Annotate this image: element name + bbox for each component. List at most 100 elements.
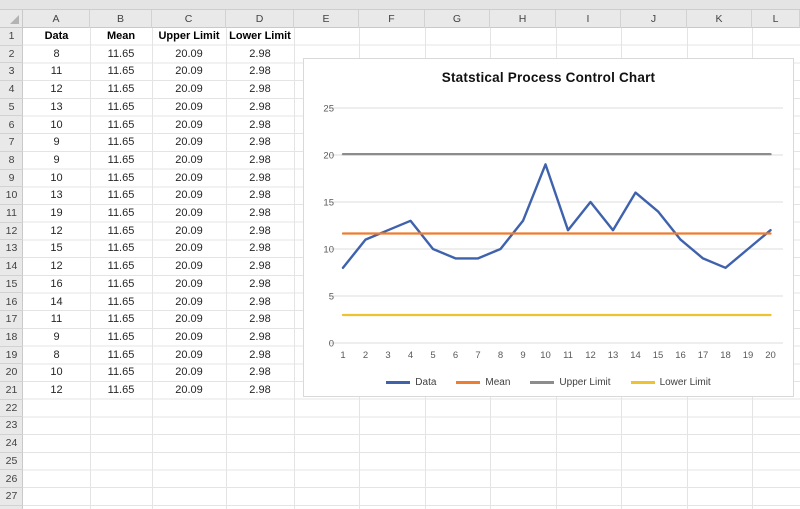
table-cell[interactable]: 20.09 [175,171,203,184]
table-cell[interactable]: 20.09 [175,384,203,396]
row-header-25[interactable]: 25 [0,453,23,471]
column-header-G[interactable]: G [425,10,490,28]
table-cell[interactable]: 14 [50,295,63,308]
table-header-cell[interactable]: Lower Limit [229,30,291,42]
row-header-19[interactable]: 19 [0,347,23,365]
row-header-20[interactable]: 20 [0,364,23,382]
table-cell[interactable]: 20.09 [175,366,203,379]
table-cell[interactable]: 12 [50,384,63,396]
table-cell[interactable]: 11.65 [107,313,135,326]
row-header-1[interactable]: 1 [0,28,23,46]
table-cell[interactable]: 2.98 [249,189,271,202]
table-cell[interactable]: 11.65 [107,224,135,237]
table-cell[interactable]: 11.65 [107,207,135,219]
table-cell[interactable]: 20.09 [175,295,203,308]
table-cell[interactable]: 10 [50,171,63,184]
table-cell[interactable]: 2.98 [249,136,271,149]
table-cell[interactable]: 11.65 [107,118,135,131]
table-cell[interactable]: 20.09 [175,118,203,131]
table-cell[interactable]: 2.98 [249,242,271,255]
legend-item-lower-limit[interactable]: Lower Limit [630,377,711,388]
table-cell[interactable]: 20.09 [175,207,203,219]
column-header-D[interactable]: D [226,10,294,28]
row-header-5[interactable]: 5 [0,99,23,117]
table-cell[interactable]: 13 [50,189,63,202]
row-header-12[interactable]: 12 [0,223,23,241]
table-cell[interactable]: 11.65 [107,153,135,166]
table-cell[interactable]: 2.98 [249,313,271,326]
row-header-4[interactable]: 4 [0,81,23,99]
table-cell[interactable]: 8 [53,348,60,361]
row-header-18[interactable]: 18 [0,329,23,347]
row-header-10[interactable]: 10 [0,187,23,205]
table-cell[interactable]: 11.65 [107,330,135,343]
row-header-26[interactable]: 26 [0,471,23,489]
row-header-11[interactable]: 11 [0,205,23,223]
table-cell[interactable]: 2.98 [249,224,271,237]
table-cell[interactable]: 2.98 [249,47,271,60]
table-cell[interactable]: 20.09 [175,100,203,113]
column-header-F[interactable]: F [359,10,425,28]
table-cell[interactable]: 11.65 [107,384,135,396]
table-cell[interactable]: 10 [50,118,63,131]
row-header-24[interactable]: 24 [0,435,23,453]
table-cell[interactable]: 20.09 [175,330,203,343]
table-cell[interactable]: 2.98 [249,330,271,343]
table-cell[interactable]: 11 [50,313,63,326]
table-cell[interactable]: 11 [50,65,63,78]
table-cell[interactable]: 2.98 [249,366,271,379]
column-header-L[interactable]: L [752,10,800,28]
legend-item-upper-limit[interactable]: Upper Limit [530,377,611,388]
row-header-27[interactable]: 27 [0,488,23,506]
table-cell[interactable]: 11.65 [107,277,135,290]
table-cell[interactable]: 20.09 [175,153,203,166]
column-header-H[interactable]: H [490,10,556,28]
table-cell[interactable]: 11.65 [107,100,135,113]
table-cell[interactable]: 2.98 [249,153,271,166]
table-cell[interactable]: 9 [53,330,60,343]
table-cell[interactable]: 20.09 [175,224,203,237]
table-cell[interactable]: 2.98 [249,207,271,219]
row-header-17[interactable]: 17 [0,311,23,329]
table-cell[interactable]: 2.98 [249,118,271,131]
column-header-J[interactable]: J [621,10,687,28]
column-header-E[interactable]: E [294,10,359,28]
table-cell[interactable]: 20.09 [175,313,203,326]
table-cell[interactable]: 12 [50,260,63,273]
table-cell[interactable]: 20.09 [175,65,203,78]
table-cell[interactable]: 2.98 [249,100,271,113]
table-cell[interactable]: 20.09 [175,242,203,255]
column-header-A[interactable]: A [23,10,90,28]
table-cell[interactable]: 2.98 [249,348,271,361]
column-header-C[interactable]: C [152,10,226,28]
row-header-16[interactable]: 16 [0,294,23,312]
row-header-6[interactable]: 6 [0,117,23,135]
table-header-cell[interactable]: Upper Limit [158,30,220,42]
table-cell[interactable]: 20.09 [175,83,203,96]
table-cell[interactable]: 10 [50,366,63,379]
table-cell[interactable]: 9 [53,136,60,149]
row-header-9[interactable]: 9 [0,170,23,188]
row-header-21[interactable]: 21 [0,382,23,400]
table-cell[interactable]: 20.09 [175,136,203,149]
row-header-7[interactable]: 7 [0,134,23,152]
select-all-corner[interactable] [0,10,23,28]
table-cell[interactable]: 2.98 [249,277,271,290]
table-cell[interactable]: 20.09 [175,47,203,60]
column-header-I[interactable]: I [556,10,621,28]
spc-chart[interactable]: Statstical Process Control Chart 0 5 10 15 2… [303,58,794,397]
column-header-K[interactable]: K [687,10,752,28]
table-cell[interactable]: 11.65 [107,295,135,308]
table-cell[interactable]: 2.98 [249,171,271,184]
table-cell[interactable]: 11.65 [107,242,135,255]
table-cell[interactable]: 11.65 [107,348,135,361]
row-header-14[interactable]: 14 [0,258,23,276]
table-cell[interactable]: 9 [53,153,60,166]
table-cell[interactable]: 11.65 [107,189,135,202]
table-cell[interactable]: 2.98 [249,83,271,96]
row-header-3[interactable]: 3 [0,63,23,82]
table-cell[interactable]: 15 [50,242,63,255]
table-header-cell[interactable]: Data [44,30,69,42]
legend-item-data[interactable]: Data [386,377,436,388]
table-cell[interactable]: 2.98 [249,65,271,78]
